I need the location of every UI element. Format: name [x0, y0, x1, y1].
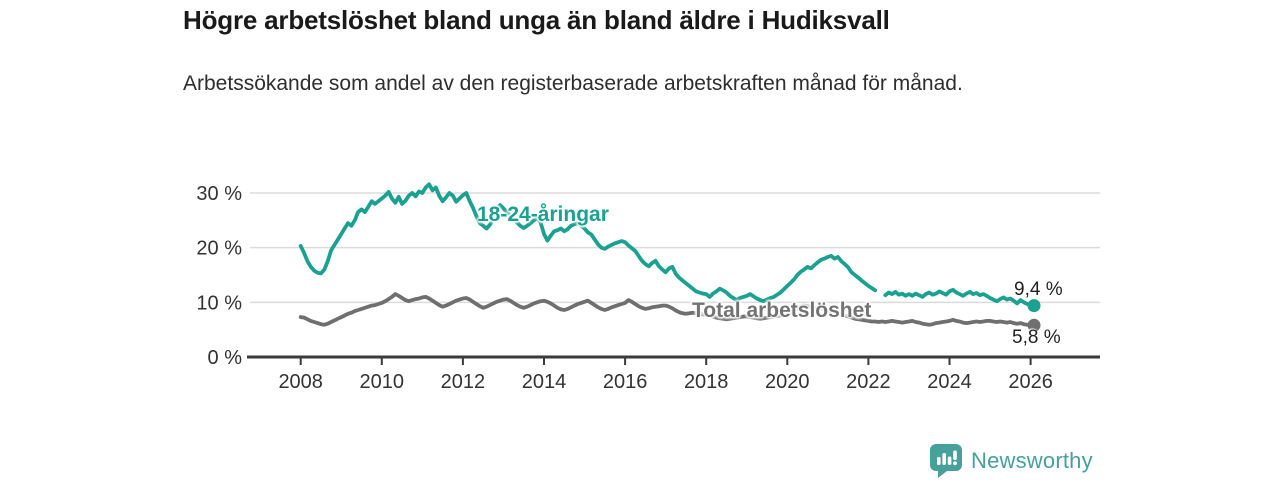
- x-axis-tick-label: 2016: [603, 371, 648, 393]
- y-axis-tick-label: 20 %: [196, 238, 242, 260]
- y-axis-tick-label: 10 %: [196, 292, 242, 314]
- line-young: [298, 182, 878, 304]
- x-axis-tick-label: 2014: [522, 371, 567, 393]
- x-axis-tick-label: 2012: [441, 371, 486, 393]
- x-axis-tick-label: 2008: [278, 371, 323, 393]
- series-label-total: Total arbetslöshet: [692, 299, 872, 322]
- x-axis-tick-label: 2018: [684, 371, 729, 393]
- bar-chart-speech-bubble-icon: [930, 444, 962, 478]
- x-axis-tick-label: 2024: [927, 371, 972, 393]
- newsworthy-brand: Newsworthy: [930, 444, 1093, 478]
- page-subtitle: Arbetssökande som andel av den registerb…: [183, 72, 963, 95]
- end-dot-young: [1027, 299, 1041, 313]
- y-axis-tick-label: 0 %: [208, 347, 243, 369]
- end-dot-total: [1027, 318, 1041, 332]
- brand-name: Newsworthy: [971, 448, 1093, 473]
- page-title: Högre arbetslöshet bland unga än bland ä…: [183, 5, 890, 35]
- line-total: [298, 292, 1036, 328]
- x-axis-tick-label: 2020: [765, 371, 810, 393]
- y-axis-tick-label: 30 %: [196, 183, 242, 205]
- end-value-young: 9,4 %: [1014, 279, 1063, 300]
- line-young: [883, 287, 1036, 308]
- x-axis-tick-label: 2022: [846, 371, 891, 393]
- end-value-total: 5,8 %: [1012, 327, 1061, 348]
- x-axis-tick-label: 2026: [1008, 371, 1053, 393]
- series-label-young: 18-24-åringar: [477, 203, 609, 226]
- x-axis-tick-label: 2010: [360, 371, 405, 393]
